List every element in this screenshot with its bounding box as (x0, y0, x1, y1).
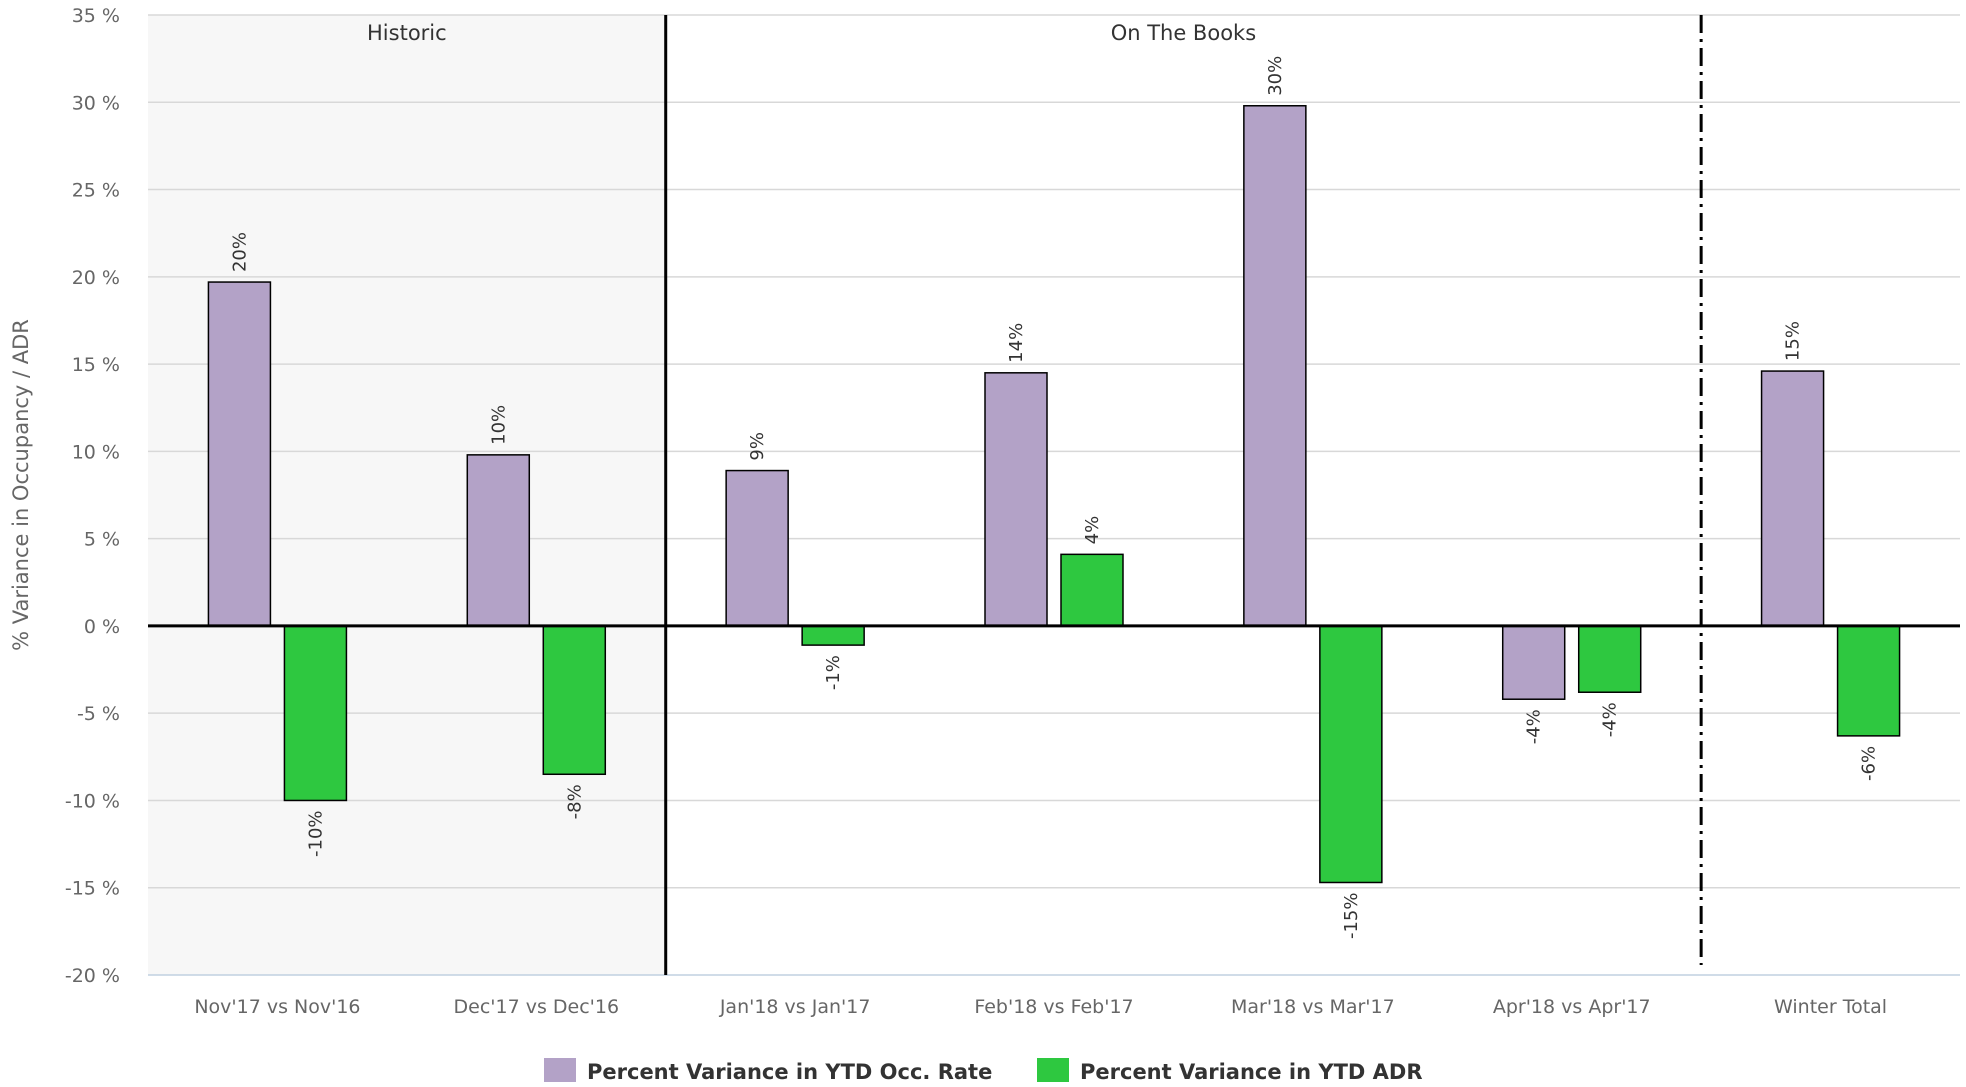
data-label: 30% (1265, 56, 1286, 96)
data-label: 15% (1783, 321, 1804, 361)
data-label: -4% (1524, 709, 1545, 744)
data-label: 20% (229, 232, 250, 272)
region-label-on-the-books: On The Books (1111, 21, 1256, 45)
x-tick-label: Mar'18 vs Mar'17 (1231, 996, 1395, 1018)
bar (466, 454, 531, 627)
data-label: -15% (1341, 892, 1362, 939)
y-tick-label: -15 % (65, 878, 120, 900)
legend-swatch-occ-rate (544, 1058, 576, 1082)
x-axis-ticks: Nov'17 vs Nov'16 Dec'17 vs Dec'16 Jan'18 v… (194, 996, 1887, 1018)
data-label: 14% (1006, 323, 1027, 363)
y-tick-label: 20 % (72, 267, 120, 289)
y-tick-label: 5 % (84, 529, 120, 551)
bar (1060, 553, 1124, 627)
y-axis-ticks: -20 % -15 % -10 % -5 % 0 % 5 % 10 % 15 % 20 % 25 … (65, 5, 120, 987)
bar (283, 625, 348, 802)
bar (1501, 625, 1566, 700)
x-tick-label: Jan'18 vs Jan'17 (719, 996, 871, 1018)
y-tick-label: 25 % (72, 180, 120, 202)
x-tick-label: Nov'17 vs Nov'16 (194, 996, 360, 1018)
bar (801, 625, 865, 646)
bar (725, 469, 789, 627)
data-labels: 20% 10% 9% 14% 30% -4% 15% -10% -8% -1% 4% -15% -4% -… (229, 56, 1879, 939)
legend-item-adr[interactable]: Percent Variance in YTD ADR (1037, 1058, 1423, 1084)
data-label: -10% (305, 810, 326, 857)
y-tick-label: -5 % (77, 703, 120, 725)
legend: Percent Variance in YTD Occ. Rate Percen… (544, 1058, 1423, 1084)
legend-label-occ-rate: Percent Variance in YTD Occ. Rate (587, 1060, 992, 1084)
bar (1760, 370, 1825, 627)
data-label: 10% (488, 405, 509, 445)
data-label: 9% (747, 432, 768, 461)
legend-swatch-adr (1037, 1058, 1069, 1082)
y-tick-label: 10 % (72, 441, 120, 463)
bar (1836, 625, 1901, 737)
bar (542, 625, 607, 776)
bar (984, 372, 1048, 627)
y-tick-label: 0 % (84, 616, 120, 638)
bar (1243, 105, 1307, 627)
bar (1319, 625, 1383, 884)
data-label: -4% (1600, 702, 1621, 737)
x-tick-label: Dec'17 vs Dec'16 (454, 996, 620, 1018)
y-tick-label: 15 % (72, 354, 120, 376)
data-label: -1% (823, 655, 844, 690)
region-label-historic: Historic (367, 21, 447, 45)
y-axis-label: % Variance in Occupancy / ADR (9, 319, 33, 651)
bar (1577, 625, 1642, 693)
bar (207, 281, 272, 627)
x-tick-label: Apr'18 vs Apr'17 (1493, 996, 1651, 1018)
x-tick-label: Winter Total (1774, 996, 1887, 1018)
y-tick-label: -10 % (65, 790, 120, 812)
grid-lines (148, 14, 1960, 976)
data-label: -6% (1859, 746, 1880, 781)
data-label: -8% (564, 784, 585, 819)
y-tick-label: 30 % (72, 92, 120, 114)
legend-item-occ-rate[interactable]: Percent Variance in YTD Occ. Rate (544, 1058, 992, 1084)
data-label: 4% (1082, 516, 1103, 545)
bars (207, 105, 1901, 884)
legend-label-adr: Percent Variance in YTD ADR (1080, 1060, 1423, 1084)
x-tick-label: Feb'18 vs Feb'17 (974, 996, 1133, 1018)
y-tick-label: 35 % (72, 5, 120, 27)
y-tick-label: -20 % (65, 965, 120, 987)
